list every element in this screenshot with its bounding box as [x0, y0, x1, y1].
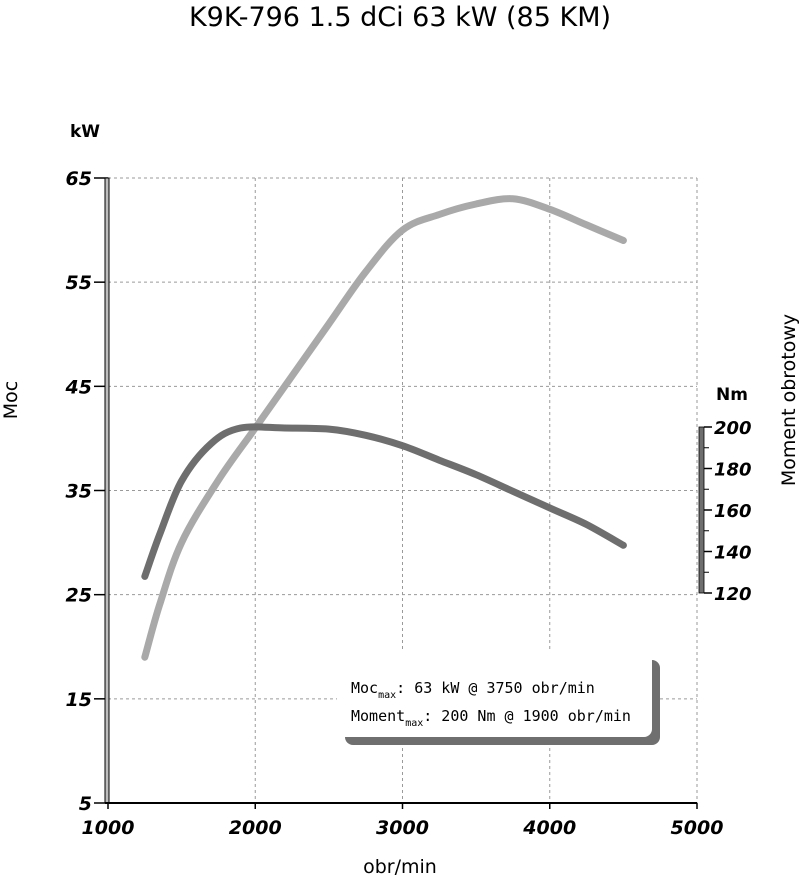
- y-tick-label-left: 55: [66, 272, 92, 294]
- y-axis-label-right: Moment obrotowy: [778, 314, 800, 486]
- y-tick-label-left: 25: [66, 585, 92, 607]
- y-tick-label-right: 120: [714, 584, 752, 605]
- y-axis-label-left: Moc: [0, 381, 22, 419]
- y-tick-label-left: 65: [66, 168, 92, 190]
- chart-title: K9K-796 1.5 dCi 63 kW (85 KM): [189, 2, 611, 33]
- series-lines: [141, 195, 627, 661]
- info-box-panel: [337, 652, 652, 737]
- info-line-torque: Momentmax: 200 Nm @ 1900 obr/min: [351, 707, 631, 729]
- y-tick-label-left: 15: [66, 689, 92, 711]
- x-tick-label: 3000: [376, 817, 429, 839]
- x-tick-label: 2000: [229, 817, 282, 839]
- x-tick-label: 5000: [671, 817, 724, 839]
- tick-labels: 1000 2000 3000 4000 5000 5 15 25 35 45 55 65 120 140 1…: [65, 168, 752, 839]
- y-axis-right: [698, 426, 705, 594]
- y-tick-label-right: 140: [714, 543, 752, 564]
- torque-series-line: [141, 423, 627, 580]
- info-line-power: Mocmax: 63 kW @ 3750 obr/min: [351, 679, 595, 701]
- power-series-line: [141, 195, 627, 661]
- y-tick-label-left: 5: [79, 793, 92, 815]
- y-tick-label-left: 45: [65, 376, 92, 398]
- y-tick-label-right: 160: [714, 501, 752, 522]
- info-box: Mocmax: 63 kW @ 3750 obr/min Momentmax: …: [337, 652, 660, 745]
- unit-left: kW: [70, 122, 100, 142]
- x-tick-label: 1000: [82, 817, 135, 839]
- y-tick-label-right: 180: [714, 460, 752, 481]
- y-tick-label-left: 35: [66, 481, 92, 503]
- unit-right: Nm: [716, 385, 748, 405]
- y-tick-label-right: 200: [714, 418, 752, 439]
- x-tick-label: 4000: [522, 817, 576, 839]
- x-axis-label: obr/min: [363, 856, 437, 877]
- y-axis-left: [104, 177, 110, 804]
